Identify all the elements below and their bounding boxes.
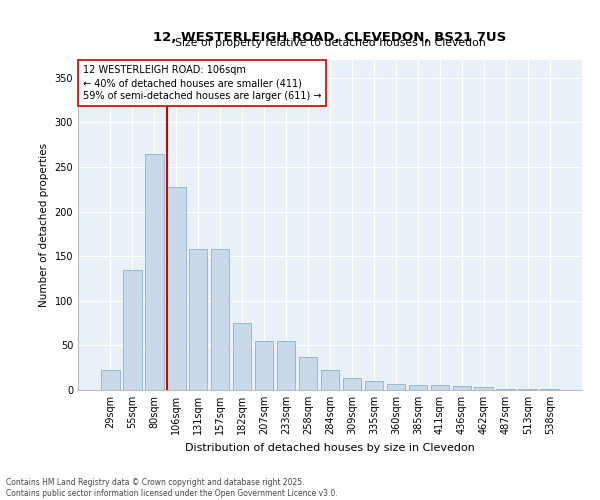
Bar [123, 270, 142, 390]
Bar [167, 186, 185, 390]
Bar [541, 389, 559, 390]
X-axis label: Distribution of detached houses by size in Clevedon: Distribution of detached houses by size … [185, 442, 475, 452]
Bar [431, 384, 449, 390]
Bar [101, 370, 119, 390]
Y-axis label: Number of detached properties: Number of detached properties [39, 143, 49, 307]
Bar [255, 341, 274, 390]
Bar [277, 341, 295, 390]
Bar [233, 323, 251, 390]
Text: Contains HM Land Registry data © Crown copyright and database right 2025.
Contai: Contains HM Land Registry data © Crown c… [6, 478, 338, 498]
Bar [475, 388, 493, 390]
Bar [320, 370, 340, 390]
Bar [518, 389, 537, 390]
Text: 12 WESTERLEIGH ROAD: 106sqm
← 40% of detached houses are smaller (411)
59% of se: 12 WESTERLEIGH ROAD: 106sqm ← 40% of det… [83, 65, 322, 102]
Bar [409, 384, 427, 390]
Bar [496, 389, 515, 390]
Bar [211, 249, 229, 390]
Title: 12, WESTERLEIGH ROAD, CLEVEDON, BS21 7US: 12, WESTERLEIGH ROAD, CLEVEDON, BS21 7US [154, 30, 506, 44]
Bar [145, 154, 164, 390]
Bar [386, 384, 405, 390]
Bar [343, 378, 361, 390]
Bar [452, 386, 471, 390]
Text: Size of property relative to detached houses in Clevedon: Size of property relative to detached ho… [175, 38, 485, 48]
Bar [365, 381, 383, 390]
Bar [189, 249, 208, 390]
Bar [299, 357, 317, 390]
